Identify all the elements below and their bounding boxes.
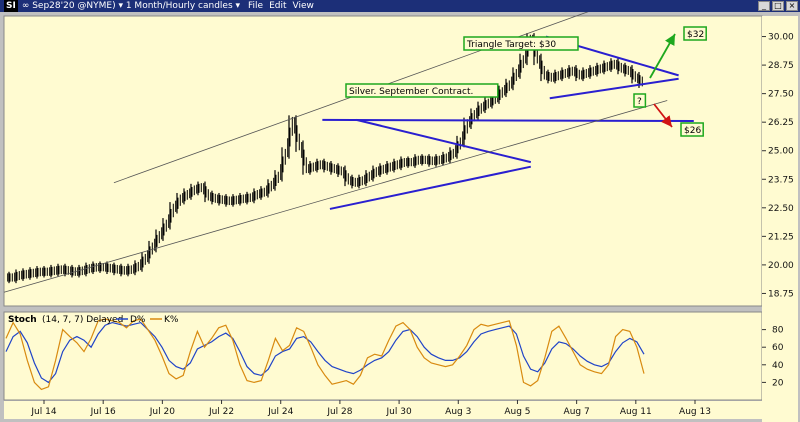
x-tick-label: Aug 3 bbox=[445, 407, 471, 417]
x-tick-label: Aug 11 bbox=[620, 407, 652, 417]
price-tick-label: 28.75 bbox=[768, 61, 794, 71]
stoch-tick-label: 60 bbox=[772, 343, 784, 353]
ann-question bbox=[633, 93, 647, 108]
ann-26 bbox=[680, 122, 704, 137]
price-tick-label: 27.50 bbox=[768, 90, 794, 100]
ann-32-text: $32 bbox=[687, 30, 704, 40]
stoch-tick-label: 20 bbox=[772, 378, 784, 388]
window-controls: _ □ × bbox=[758, 1, 798, 11]
x-tick-label: Jul 14 bbox=[30, 407, 56, 417]
trendline-symmetrical-triangle-upper bbox=[356, 118, 532, 164]
trendline-channel-bottom bbox=[3, 100, 668, 293]
y-axis-strip bbox=[762, 16, 798, 422]
legend-k-label: K% bbox=[164, 315, 179, 325]
stoch-tick-label: 40 bbox=[772, 361, 784, 371]
title-bar: SI ∞ Sep28'20 @NYME) ▾ 1 Month/Hourly ca… bbox=[0, 0, 800, 12]
stoch-params: (14, 7, 7) Delayed bbox=[42, 315, 123, 325]
price-tick-label: 20.00 bbox=[768, 261, 794, 271]
stoch-title: Stoch bbox=[8, 315, 37, 325]
trendline-symmetrical-triangle-lower bbox=[329, 165, 532, 210]
x-tick-label: Jul 24 bbox=[267, 407, 293, 417]
price-tick-label: 21.25 bbox=[768, 232, 794, 242]
menu-edit[interactable]: Edit bbox=[269, 1, 287, 11]
stoch-line-K bbox=[5, 318, 645, 391]
menu-file[interactable]: File bbox=[248, 1, 264, 11]
price-tick-label: 23.75 bbox=[768, 175, 794, 185]
price-tick-label: 25.00 bbox=[768, 147, 794, 157]
price-tick-label: 22.50 bbox=[768, 204, 794, 214]
price-tick-label: 30.00 bbox=[768, 33, 794, 43]
maximize-button[interactable]: □ bbox=[772, 1, 784, 11]
price-tick-label: 26.25 bbox=[768, 118, 794, 128]
trendline-support-line bbox=[322, 118, 694, 123]
x-tick-label: Jul 20 bbox=[149, 407, 175, 417]
x-tick-label: Aug 5 bbox=[504, 407, 530, 417]
trendline-flag-lower bbox=[549, 77, 679, 100]
ann-silver-contract-text: Silver. September Contract. bbox=[349, 87, 473, 97]
menu-view[interactable]: View bbox=[292, 1, 314, 11]
ann-silver-contract bbox=[345, 83, 499, 98]
symbol-badge: SI bbox=[4, 0, 18, 12]
x-tick-label: Jul 16 bbox=[90, 407, 116, 417]
ann-26-text: $26 bbox=[684, 126, 701, 136]
x-tick-label: Aug 13 bbox=[679, 407, 711, 417]
ann-32 bbox=[683, 26, 707, 41]
stoch-tick-label: 80 bbox=[772, 326, 784, 336]
minimize-button[interactable]: _ bbox=[758, 1, 770, 11]
price-pane bbox=[3, 15, 763, 307]
ann-triangle-target bbox=[463, 36, 579, 51]
x-tick-label: Jul 30 bbox=[386, 407, 412, 417]
ann-triangle-target-text: Triangle Target: $30 bbox=[466, 40, 556, 50]
x-tick-label: Aug 7 bbox=[564, 407, 590, 417]
x-tick-label: Jul 22 bbox=[208, 407, 234, 417]
window-title[interactable]: ∞ Sep28'20 @NYME) ▾ 1 Month/Hourly candl… bbox=[21, 1, 241, 11]
stoch-line-D bbox=[5, 321, 645, 384]
chart-canvas: 18.75 20.00 21.25 22.50 23.75 25.00 26.25 27.50… bbox=[0, 12, 800, 422]
price-tick-label: 18.75 bbox=[768, 289, 794, 299]
down-arrow bbox=[653, 103, 673, 128]
ann-question-text: ? bbox=[637, 97, 642, 107]
x-axis-strip bbox=[4, 401, 762, 419]
x-tick-label: Jul 28 bbox=[326, 407, 352, 417]
close-button[interactable]: × bbox=[786, 1, 798, 11]
up-arrow bbox=[649, 33, 676, 79]
legend-d-label: D% bbox=[130, 315, 146, 325]
